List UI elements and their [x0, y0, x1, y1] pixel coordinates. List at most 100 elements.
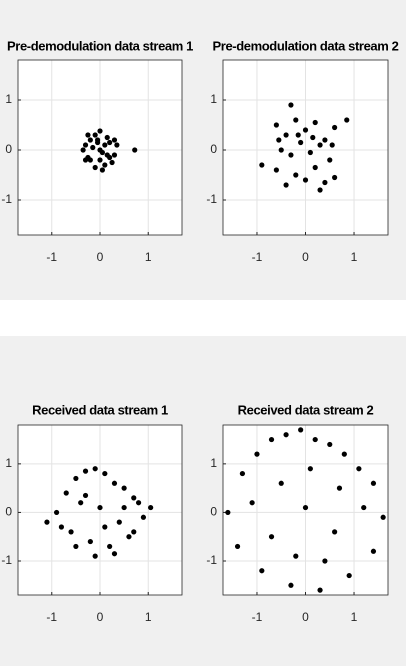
x-tick-label: 0	[97, 610, 104, 624]
axes-box	[17, 59, 183, 236]
scatter-point	[259, 568, 265, 574]
scatter-point	[104, 152, 110, 158]
scatter-point	[102, 142, 108, 148]
scatter-point	[114, 142, 120, 148]
scatter-point	[332, 529, 338, 535]
x-tick-label: 1	[145, 250, 152, 264]
scatter-point	[341, 451, 347, 457]
scatter-point	[121, 504, 127, 511]
scatter-point	[99, 167, 106, 173]
scatter-point	[85, 132, 91, 138]
scatter-point	[307, 149, 313, 156]
scatter-point	[276, 137, 282, 143]
scatter-point	[356, 466, 362, 472]
scatter-point	[82, 468, 89, 474]
y-tick-label: -1	[1, 553, 12, 567]
scatter-point	[148, 504, 154, 511]
scatter-point	[322, 137, 328, 143]
scatter-point	[234, 543, 241, 550]
x-tick-label: -1	[252, 250, 263, 264]
scatter-point	[293, 117, 299, 123]
axes-box	[222, 424, 389, 596]
scatter-point	[53, 509, 60, 516]
scatter-point	[92, 132, 98, 138]
scatter-point	[249, 500, 255, 506]
scatter-point	[317, 142, 323, 148]
chart-title: Pre-demodulation data stream 2	[213, 38, 399, 53]
scatter-point	[82, 492, 89, 499]
scatter-point	[44, 519, 50, 525]
scatter-point	[104, 134, 110, 141]
scatter-point	[58, 524, 65, 530]
scatter-point	[370, 548, 377, 554]
scatter-point	[295, 132, 301, 138]
y-tick-label: -1	[1, 192, 12, 206]
scatter-point	[268, 534, 275, 540]
scatter-point	[73, 543, 79, 550]
scatter-point	[97, 157, 103, 163]
scatter-point	[92, 553, 98, 559]
scatter-point	[288, 152, 294, 158]
y-tick-label: -1	[206, 553, 217, 567]
scatter-point	[312, 119, 318, 126]
scatter-point	[322, 179, 328, 186]
scatter-point	[346, 572, 352, 579]
scatter-point	[317, 187, 323, 193]
scatter-point	[302, 177, 309, 183]
scatter-point	[82, 157, 89, 163]
scatter-point	[317, 587, 323, 593]
scatter-point	[102, 470, 108, 477]
scatter-point	[327, 157, 333, 163]
scatter-point	[121, 485, 127, 491]
x-tick-label: -1	[46, 250, 57, 264]
scatter-point	[225, 509, 231, 516]
scatter-point	[298, 427, 304, 433]
axes-box	[222, 59, 389, 236]
chart-title: Received data stream 2	[238, 402, 374, 417]
scatter-point	[307, 466, 313, 472]
scatter-point	[329, 142, 335, 148]
scatter-point	[312, 164, 318, 171]
axes-box	[17, 424, 183, 596]
scatter-point	[97, 504, 103, 511]
y-tick-label: 1	[5, 92, 12, 106]
y-tick-label: 1	[210, 456, 217, 470]
y-tick-label: 0	[5, 142, 12, 156]
scatter-point	[135, 500, 142, 506]
x-tick-label: 0	[302, 610, 309, 624]
scatter-point	[78, 500, 84, 506]
scatter-point	[302, 127, 309, 133]
chart-title: Received data stream 1	[32, 402, 168, 417]
scatter-point	[109, 159, 115, 166]
scatter-point	[302, 504, 309, 511]
scatter-point	[254, 451, 260, 457]
scatter-point	[273, 167, 279, 173]
y-tick-label: 0	[210, 505, 217, 519]
scatter-point	[283, 132, 289, 138]
x-tick-label: 0	[302, 250, 309, 264]
scatter-point	[288, 102, 294, 108]
scatter-point	[273, 122, 279, 128]
y-tick-label: 1	[210, 92, 217, 106]
y-tick-label: 1	[5, 456, 12, 470]
scatter-point	[293, 172, 299, 178]
scatter-point	[293, 553, 299, 559]
x-tick-label: -1	[252, 610, 263, 624]
scatter-point	[380, 514, 386, 520]
scatter-point	[111, 551, 118, 557]
scatter-point	[94, 139, 101, 146]
scatter-point	[336, 485, 343, 491]
scatter-point	[370, 480, 377, 486]
scatter-point	[268, 436, 275, 443]
scatter-point	[68, 529, 74, 535]
scatter-point	[80, 147, 86, 153]
y-tick-label: -1	[206, 192, 217, 206]
scatter-point	[107, 139, 113, 146]
scatter-point	[102, 162, 108, 168]
scatter-point	[298, 139, 304, 146]
scatter-point	[332, 174, 338, 181]
scatter-point	[102, 524, 108, 530]
scatter-point	[132, 147, 138, 153]
scatter-point	[283, 182, 289, 188]
x-tick-label: -1	[46, 610, 57, 624]
